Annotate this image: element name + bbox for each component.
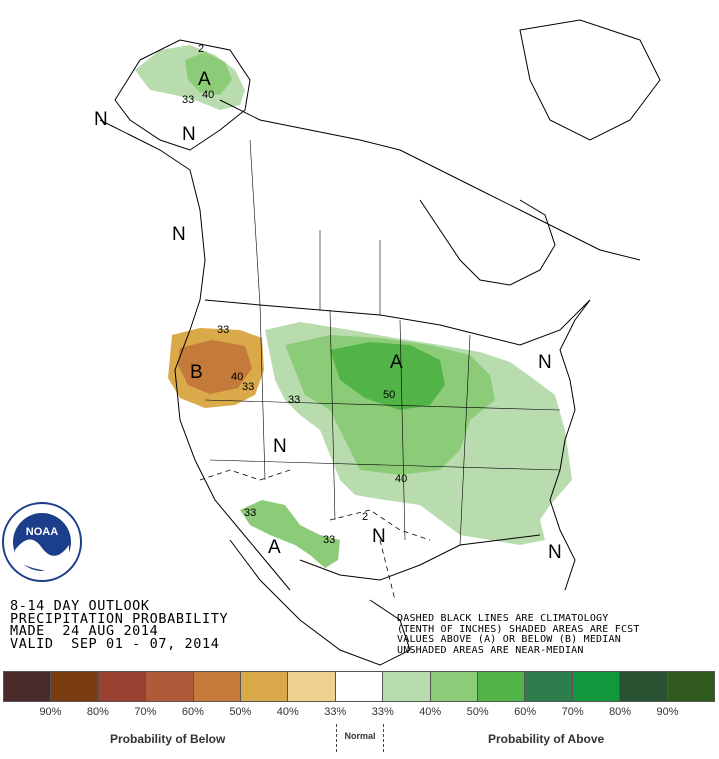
legend-swatch	[98, 672, 147, 701]
us-canada-border	[204, 299, 591, 346]
contour-label: 2	[362, 511, 368, 523]
legend-tick-label: 80%	[609, 706, 632, 718]
legend-swatch	[572, 672, 621, 701]
bc-normal-label: N	[172, 224, 186, 245]
alaska-outline	[114, 39, 251, 151]
precipitation-map: A N N N B A N N A N N 33 40 2 33 40 33 3…	[2, 19, 661, 666]
gulf-coast	[299, 534, 541, 581]
legend-tick-label: 60%	[514, 706, 537, 718]
noaa-logo-text: NOAA	[26, 526, 58, 538]
legend-color-bar	[3, 671, 715, 702]
legend-tick-label: 33%	[371, 706, 394, 718]
legend-below-title: Probability of Below	[110, 732, 226, 746]
legend-tick-label: 70%	[134, 706, 157, 718]
canada-arctic-coast	[219, 99, 641, 261]
legend-tick-label: 50%	[466, 706, 489, 718]
legend-tick-label: 40%	[419, 706, 442, 718]
yukon-normal-label: N	[182, 124, 196, 145]
legend-swatch	[288, 672, 336, 701]
legend-swatch	[430, 672, 479, 701]
state-line-6	[209, 459, 561, 471]
south-texas-above-label: A	[268, 537, 281, 558]
map-note-line: VALUES ABOVE (A) OR BELOW (B) MEDIAN	[397, 634, 621, 645]
coastline-west	[99, 119, 291, 591]
map-note-line: DASHED BLACK LINES ARE CLIMATOLOGY	[397, 613, 609, 624]
contour-label: 50	[383, 389, 395, 401]
state-line-1	[259, 304, 266, 481]
legend-tick-label: 90%	[656, 706, 679, 718]
greenland-outline	[519, 19, 661, 141]
province-line-1	[249, 139, 261, 306]
state-line-4	[459, 334, 471, 546]
legend-tick-label: 70%	[561, 706, 584, 718]
contour-label: 33	[182, 94, 194, 106]
southwest-normal-label: N	[273, 436, 287, 457]
climatology-line-2	[329, 509, 431, 541]
outlook-title-block: 8-14 DAY OUTLOOK PRECIPITATION PROBABILIT…	[10, 600, 228, 650]
contour-label: 33	[244, 507, 256, 519]
southwest-above-area	[240, 500, 340, 568]
contour-label: 33	[288, 394, 300, 406]
legend-swatch	[383, 672, 431, 701]
alaska-above-label: A	[198, 69, 211, 90]
state-line-2	[329, 309, 336, 521]
legend-normal-label: Normal	[336, 724, 384, 752]
legend-tick-label: 40%	[276, 706, 299, 718]
legend-swatch	[146, 672, 194, 701]
alaska-normal-label: N	[94, 109, 108, 130]
midwest-above-label: A	[390, 352, 403, 373]
florida-normal-label: N	[548, 542, 562, 563]
map-note-line: (TENTH OF INCHES) SHADED AREAS ARE FCST	[397, 623, 640, 635]
legend-tick-label: 33%	[324, 706, 347, 718]
legend-above-title: Probability of Above	[488, 732, 605, 746]
outlook-title-line: PRECIPITATION PROBABILITY	[10, 610, 229, 627]
contour-label: 33	[242, 381, 254, 393]
alaska-above-40-area	[185, 52, 232, 95]
contour-label: 40	[231, 371, 243, 383]
map-note-line: UNSHADED AREAS ARE NEAR-MEDIAN	[397, 644, 584, 656]
map-notes-block: DASHED BLACK LINES ARE CLIMATOLOGY (TENTH…	[397, 613, 640, 656]
hudson-bay	[419, 199, 556, 286]
legend-swatch	[51, 672, 99, 701]
outlook-title-line: 8-14 DAY OUTLOOK	[10, 598, 150, 614]
legend-swatch	[241, 672, 289, 701]
legend-swatch	[193, 672, 242, 701]
legend-swatch	[335, 672, 384, 701]
legend-tick-label: 80%	[86, 706, 109, 718]
legend-swatch	[525, 672, 573, 701]
oregon-below-40-area	[178, 340, 252, 394]
legend-swatch	[4, 672, 52, 701]
legend-tick-label: 90%	[39, 706, 62, 718]
outlook-valid-dates: VALID SEP 01 - 07, 2014	[10, 635, 220, 652]
state-line-3	[399, 319, 406, 541]
climatology-line-3	[379, 539, 396, 601]
mexico-outline	[229, 539, 411, 666]
contour-label: 2	[198, 43, 204, 55]
contour-label: 33	[217, 324, 229, 336]
climatology-line-1	[199, 469, 291, 481]
northeast-normal-label: N	[538, 352, 552, 373]
legend-tick-label: 50%	[229, 706, 252, 718]
midwest-above-60-area	[330, 342, 445, 410]
legend-tick-label: 60%	[181, 706, 204, 718]
contour-label: 40	[202, 89, 214, 101]
contour-label: 40	[395, 473, 407, 485]
legend-tick-labels: 90% 80% 70% 60% 50% 40% 33% 33% 40% 50% 60% 70% 80% 9…	[3, 706, 715, 718]
outlook-made-date: MADE 24 AUG 2014	[10, 623, 159, 639]
state-line-5	[204, 399, 561, 411]
legend-swatch	[478, 672, 526, 701]
legend-swatch	[620, 672, 668, 701]
contour-label: 33	[323, 534, 335, 546]
legend-swatch	[667, 672, 715, 701]
texas-normal-label: N	[372, 526, 386, 547]
coastline-east	[549, 299, 591, 591]
noaa-logo: NOAA	[2, 502, 82, 582]
oregon-below-label: B	[190, 362, 203, 383]
